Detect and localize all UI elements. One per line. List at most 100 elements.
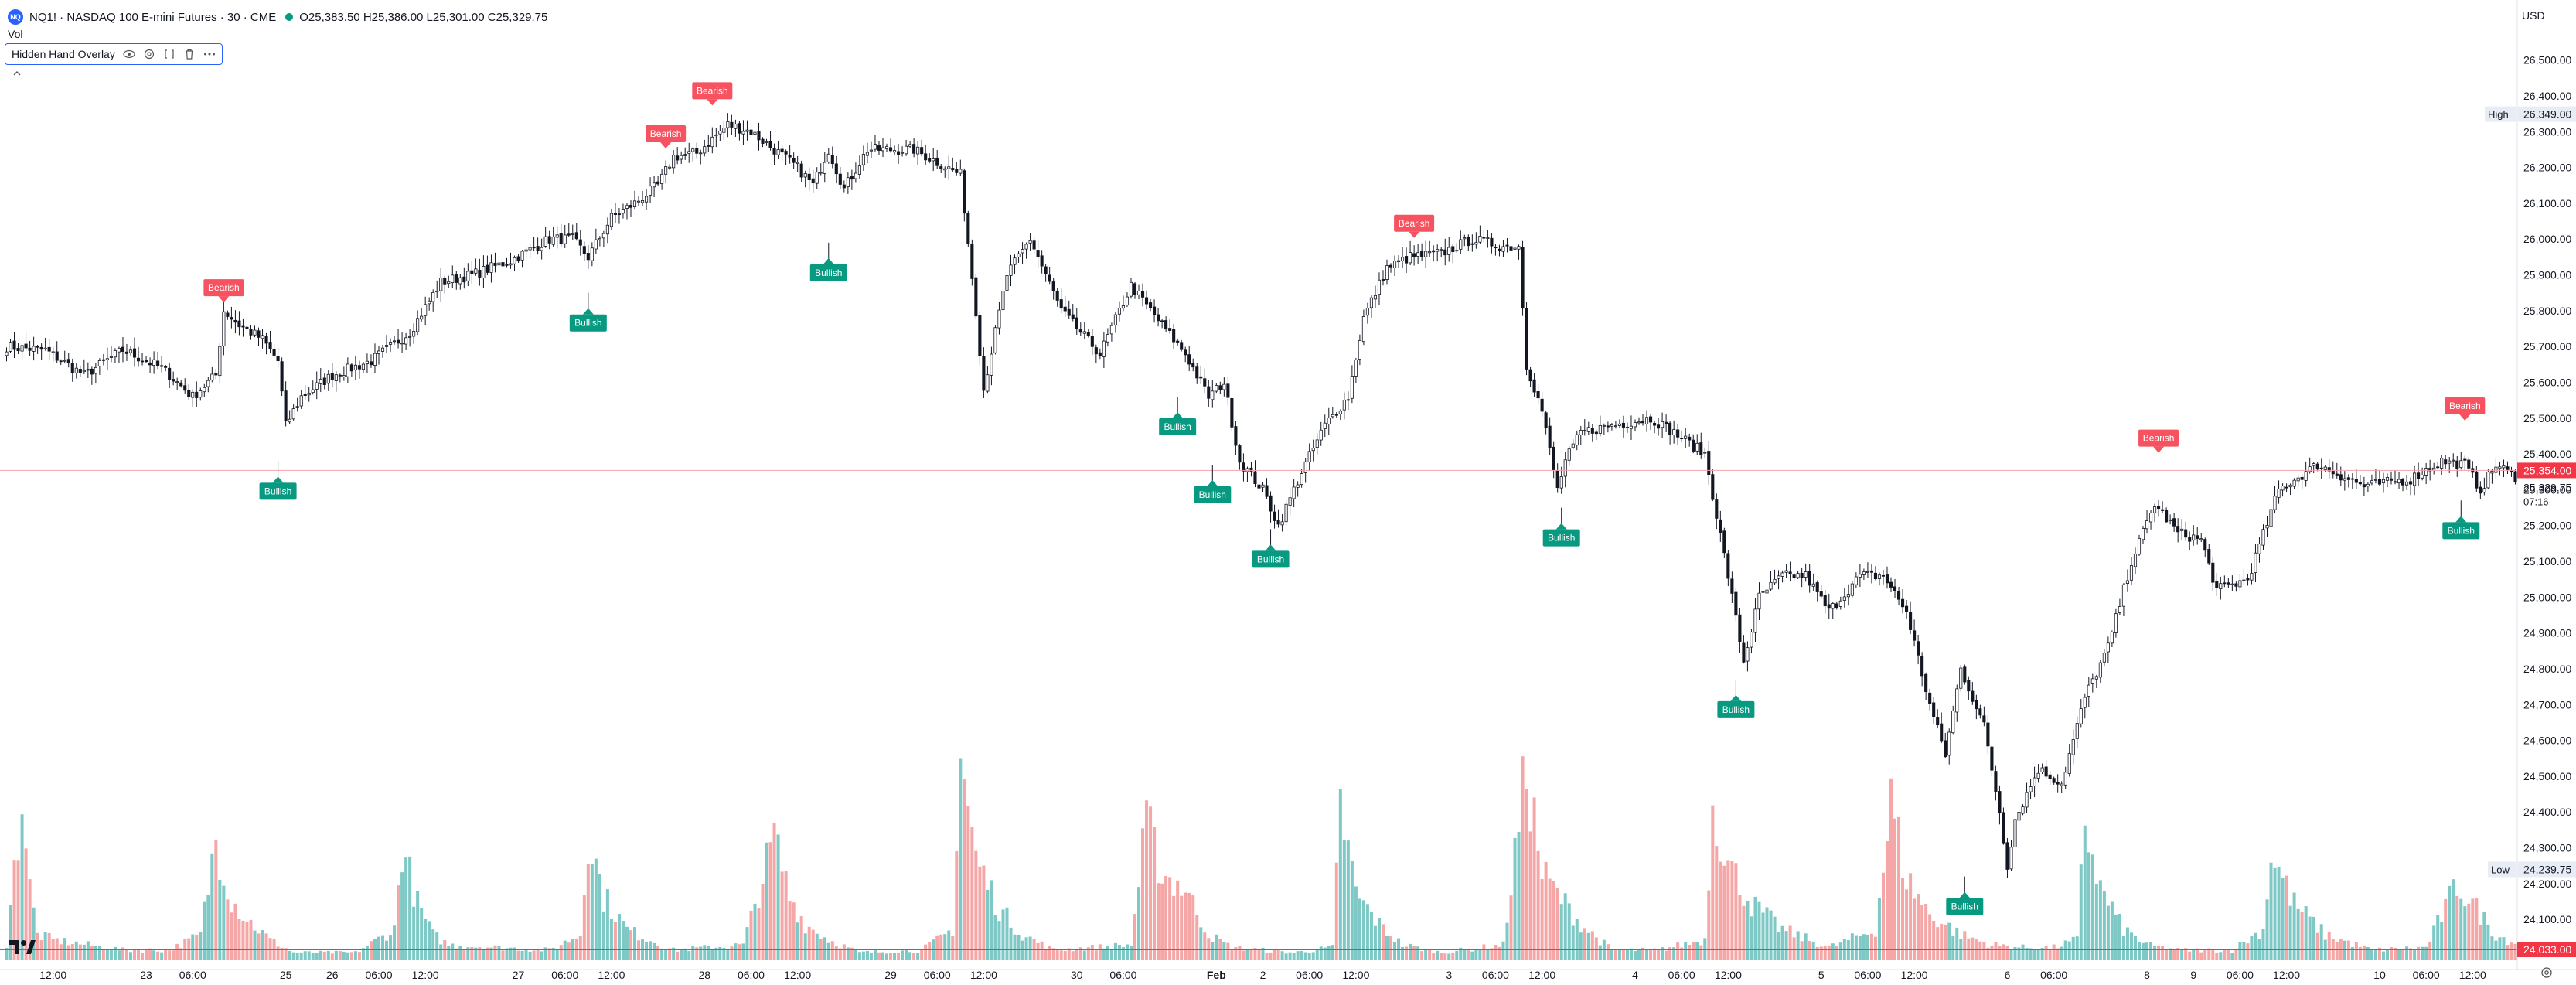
volume-bar: [2413, 949, 2417, 960]
volume-bar: [439, 944, 443, 960]
volume-bar: [540, 951, 543, 960]
candle-body: [2455, 460, 2459, 469]
volume-bar: [749, 910, 753, 960]
candle-body: [1117, 308, 1121, 315]
candle-body: [74, 367, 78, 373]
candle-body: [1986, 722, 1990, 747]
candle-body: [272, 349, 276, 356]
volume-bar: [830, 941, 834, 960]
candle-body: [2296, 477, 2300, 482]
indicator-name[interactable]: Hidden Hand Overlay: [12, 48, 115, 60]
candle-body: [1358, 340, 1361, 360]
gear-icon[interactable]: [2540, 966, 2553, 983]
volume-bar: [1273, 949, 1276, 960]
candle-body: [1331, 414, 1334, 418]
candle-body: [1765, 589, 1769, 594]
candle-body: [412, 331, 416, 337]
volume-bar: [2060, 946, 2063, 960]
volume-bar: [141, 953, 145, 960]
volume-bar: [397, 885, 400, 960]
volume-bar: [2044, 946, 2048, 960]
eye-icon[interactable]: [123, 48, 135, 60]
volume-bar: [1040, 941, 1044, 960]
symbol-logo[interactable]: NQ: [8, 9, 23, 25]
candle-body: [1920, 656, 1924, 677]
volume-bar: [951, 936, 955, 960]
candle-body: [838, 173, 842, 185]
volume-bar: [2161, 946, 2165, 960]
candle-body: [1447, 247, 1451, 255]
time-tick-label: 06:00: [1109, 969, 1136, 981]
symbol-title[interactable]: NQ1! · NASDAQ 100 E-mini Futures · 30 · …: [29, 10, 277, 24]
volume-bar: [199, 932, 203, 960]
volume-bar: [1230, 950, 1234, 960]
signal-box: [1394, 214, 1435, 232]
price-tick-label: 26,300.00: [2523, 125, 2571, 138]
currency-label[interactable]: USD: [2522, 9, 2545, 22]
candle-body: [947, 166, 951, 169]
candle-body: [1928, 692, 1932, 704]
time-axis[interactable]: 12:00 23 06:00 25 26 06:00 12:00 27 06:00 12:00 28…: [0, 969, 2576, 981]
source-icon[interactable]: [163, 48, 175, 60]
candle-body: [2021, 806, 2025, 814]
candle-body: [823, 162, 826, 174]
volume-bar: [2409, 948, 2413, 960]
volume-bar: [233, 903, 237, 960]
candle-body: [2459, 460, 2463, 468]
signal-box: [2445, 397, 2486, 414]
candle-body: [431, 292, 435, 302]
candle-body: [326, 373, 330, 384]
signal-arrow: [1730, 694, 1742, 701]
candle-body: [1257, 484, 1261, 489]
price-tick-label: 24,700.00: [2523, 698, 2571, 711]
candle-body: [474, 268, 478, 274]
volume-bar: [1835, 945, 1838, 960]
volume-bar: [865, 950, 869, 960]
candle-body: [2254, 552, 2257, 573]
volume-bar: [145, 949, 148, 960]
volume-bar: [2165, 949, 2169, 960]
candle-body: [322, 377, 326, 385]
candle-body: [2242, 579, 2246, 581]
candle-body: [815, 172, 819, 184]
candle-body: [1730, 578, 1734, 594]
price-tick-label: 25,900.00: [2523, 269, 2571, 281]
candle-body: [319, 378, 322, 384]
volume-bar: [369, 941, 373, 960]
volume-bar: [179, 948, 183, 960]
candle-body: [66, 359, 70, 363]
candle-body: [353, 364, 357, 371]
candle-body: [1051, 281, 1055, 291]
candle-body: [458, 277, 462, 285]
volume-legend[interactable]: Vol: [8, 28, 23, 40]
signal-arrow: [1555, 523, 1567, 530]
candle-body: [493, 262, 497, 266]
volume-bar: [2346, 940, 2350, 960]
volume-bar: [1180, 895, 1184, 960]
candle-body: [2230, 583, 2234, 585]
candle-body: [51, 351, 55, 353]
more-icon[interactable]: [203, 48, 216, 60]
candle-body: [1440, 249, 1443, 251]
tradingview-logo[interactable]: [9, 939, 36, 959]
candle-body: [1323, 422, 1327, 429]
settings-icon[interactable]: [143, 48, 155, 60]
collapse-chevron-icon[interactable]: [8, 66, 26, 80]
price-axis[interactable]: 24,100.00 24,200.00 24,300.00 24,400.00 24,5…: [2485, 0, 2576, 985]
price-tick-label: 26,400.00: [2523, 90, 2571, 102]
candle-body: [2346, 477, 2350, 480]
volume-bar: [1253, 948, 1257, 960]
delete-icon[interactable]: [183, 48, 196, 60]
candle-body: [1734, 591, 1738, 616]
volume-bar: [2377, 947, 2381, 960]
candle-body: [640, 199, 645, 203]
volume-bar: [137, 949, 141, 960]
volume-bar: [2230, 953, 2234, 960]
indicator-legend[interactable]: Hidden Hand Overlay: [5, 43, 223, 65]
price-tick-label: 26,000.00: [2523, 233, 2571, 245]
signal-arrow: [1265, 544, 1276, 551]
time-tick-label: 06:00: [2227, 969, 2254, 981]
candle-body: [1913, 630, 1917, 641]
candle-body: [734, 124, 738, 129]
